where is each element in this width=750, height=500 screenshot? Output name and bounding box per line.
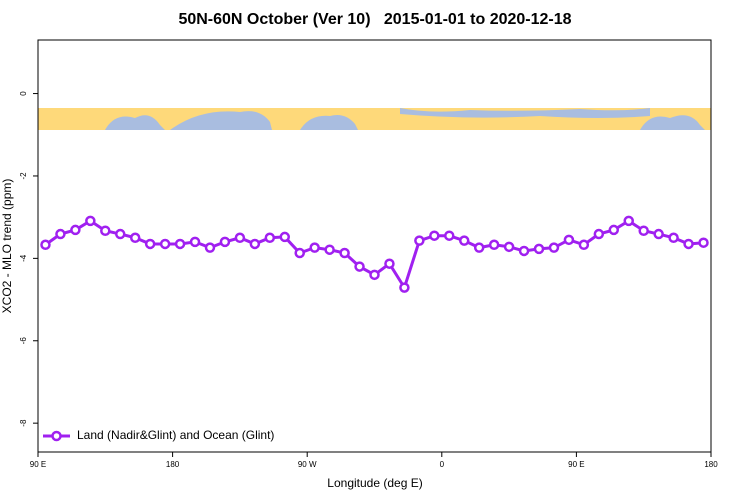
data-point (578, 239, 590, 251)
data-point (533, 243, 545, 255)
chart-title: 50N-60N October (Ver 10) 2015-01-01 to 2… (178, 11, 571, 28)
data-point (473, 242, 485, 253)
y-tick-label: -6 (19, 337, 28, 345)
data-point (488, 239, 500, 251)
data-point (294, 247, 305, 259)
data-point (55, 228, 66, 240)
data-point (144, 238, 156, 250)
y-tick-label: -8 (19, 419, 28, 427)
data-point (593, 228, 605, 240)
data-point (279, 231, 291, 243)
x-axis-title: Longitude (deg E) (327, 476, 422, 490)
data-point (638, 225, 649, 237)
data-point (339, 247, 350, 259)
data-point (85, 215, 96, 227)
data-point (249, 238, 261, 250)
data-point (429, 230, 440, 241)
data-point (40, 239, 51, 251)
x-tick-label: 90 E (30, 460, 46, 469)
data-point (219, 236, 231, 248)
data-point (369, 269, 380, 281)
data-point (354, 261, 365, 272)
data-point (518, 245, 530, 257)
data-point (174, 238, 186, 250)
legend-label: Land (Nadir&Glint) and Ocean (Glint) (77, 428, 274, 442)
data-point (324, 244, 335, 255)
data-point (115, 228, 126, 240)
data-point (683, 238, 694, 250)
data-point (653, 228, 664, 240)
data-point (668, 232, 679, 244)
data-point (264, 232, 276, 244)
data-point (189, 236, 201, 248)
data-point (100, 225, 111, 237)
data-point (129, 232, 141, 244)
x-tick-label: 90 W (298, 460, 317, 469)
x-tick-label: 90 E (568, 460, 584, 469)
legend-marker (51, 430, 62, 442)
data-point (608, 224, 620, 236)
data-point (70, 224, 81, 236)
data-point (503, 241, 515, 253)
y-tick-label: -4 (19, 254, 28, 262)
y-tick-label: 0 (19, 91, 28, 96)
data-point (698, 237, 709, 248)
data-point (234, 232, 246, 244)
data-point (204, 242, 216, 253)
y-tick-label: -2 (19, 172, 28, 180)
x-tick-label: 180 (166, 460, 180, 469)
data-point (458, 235, 470, 246)
data-point (309, 242, 320, 253)
data-point (384, 258, 395, 269)
x-tick-label: 180 (704, 460, 718, 469)
data-point (548, 242, 560, 253)
data-point (414, 235, 425, 246)
data-point (159, 238, 171, 250)
map-strip (38, 108, 711, 130)
data-point (623, 215, 634, 227)
data-point (563, 234, 575, 246)
data-point (444, 230, 455, 241)
data-point (399, 282, 410, 293)
y-axis-title: XCO2 - MLO trend (ppm) (0, 179, 14, 314)
x-tick-label: 0 (440, 460, 445, 469)
plot-frame (37, 39, 712, 453)
